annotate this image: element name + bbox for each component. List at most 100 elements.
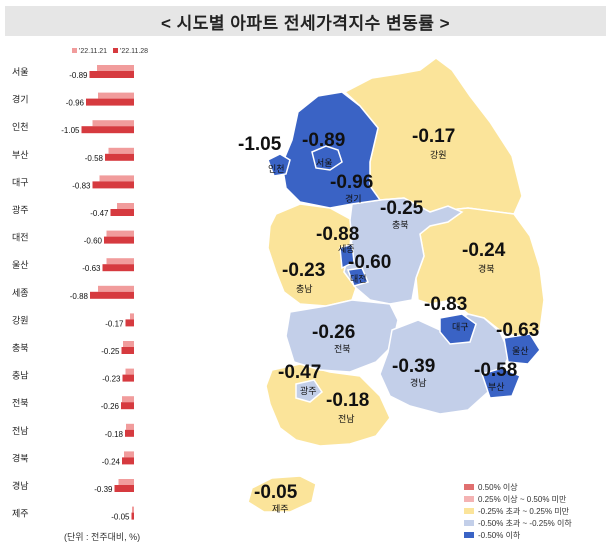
legend-swatch-prev — [72, 48, 77, 53]
legend-swatch-5 — [464, 532, 474, 538]
bar-prev — [132, 506, 134, 513]
map-value-gyeongnam: -0.39 — [392, 356, 435, 377]
map-name-gyeonggi: 경기 — [345, 193, 362, 204]
legend-label-3: -0.25% 초과 ~ 0.25% 미만 — [478, 507, 570, 516]
unit-note: (단위 : 전주대비, %) — [64, 532, 141, 542]
tick-label: 대전 — [12, 233, 29, 243]
map-name-seoul: 서울 — [316, 158, 333, 168]
region-jeonbuk — [285, 299, 399, 373]
map-regions — [247, 57, 545, 513]
tick-label: 광주 — [12, 204, 29, 215]
map-legend: 0.50% 이상 0.25% 이상 ~ 0.50% 미만 -0.25% 초과 ~… — [464, 482, 604, 544]
data-label: -0.39 — [94, 485, 113, 494]
region-seoul — [311, 145, 343, 171]
region-jeju — [247, 475, 317, 513]
map-value-incheon: -1.05 — [238, 134, 282, 155]
region-daegu — [439, 313, 477, 345]
map-labels: -1.05 인천 -0.89 서울 -0.96 경기 -0.17 강원 -0.2… — [238, 126, 539, 514]
map-value-gyeongbuk: -0.24 — [462, 240, 506, 261]
legend-label-curr: '22.11.28 — [120, 48, 148, 55]
legend-swatch-2 — [464, 496, 474, 502]
bar-prev — [98, 92, 134, 99]
bar-curr — [105, 153, 134, 161]
map-value-daejeon: -0.60 — [348, 252, 391, 273]
region-gwangju — [295, 379, 323, 403]
legend-label-1: 0.50% 이상 — [478, 483, 518, 492]
map-name-chungbuk: 충북 — [392, 220, 409, 230]
data-label: -0.18 — [105, 430, 124, 439]
tick-label: 전남 — [12, 426, 29, 436]
bar-chart: '22.11.21 '22.11.28 서울 -0.89 경기 -0.96 인천 -1.05 부… — [12, 48, 148, 522]
tick-label: 경기 — [12, 94, 29, 105]
map-value-ulsan: -0.63 — [496, 320, 539, 341]
bar-curr — [121, 402, 134, 410]
map-value-gyeonggi: -0.96 — [330, 172, 373, 193]
map-name-sejong: 세종 — [338, 244, 355, 254]
map-name-gyeongbuk: 경북 — [478, 263, 495, 274]
map-name-jeju: 제주 — [272, 504, 289, 514]
tick-label: 충남 — [12, 371, 29, 381]
tick-label: 충북 — [12, 343, 29, 353]
map-name-ulsan: 울산 — [512, 346, 529, 356]
bar-prev — [97, 65, 134, 71]
bar-curr — [110, 209, 134, 216]
bar-prev — [92, 120, 134, 127]
legend-swatch-curr — [113, 48, 118, 53]
map-name-jeonbuk: 전북 — [334, 344, 351, 354]
bar-curr — [125, 429, 134, 437]
map-name-gangwon: 강원 — [430, 150, 447, 160]
map-value-jeju: -0.05 — [254, 482, 298, 503]
data-label: -0.17 — [105, 319, 124, 328]
legend-swatch-1 — [464, 484, 474, 490]
bar-curr — [104, 236, 134, 244]
tick-label: 전북 — [12, 398, 29, 408]
data-label: -0.83 — [72, 181, 91, 190]
title-bar: < 시도별 아파트 전세가격지수 변동률 > — [5, 6, 606, 36]
data-label: -0.24 — [102, 457, 121, 466]
region-chungbuk — [343, 197, 464, 305]
bar-prev — [117, 203, 134, 209]
bar-curr — [86, 98, 134, 106]
data-label: -0.88 — [70, 292, 89, 301]
map-value-jeonnam: -0.18 — [326, 390, 369, 411]
legend-label-4: -0.50% 초과 ~ -0.25% 이하 — [478, 519, 572, 528]
region-sejong — [339, 242, 355, 270]
data-label: -0.63 — [82, 264, 101, 273]
tick-label: 울산 — [12, 260, 29, 270]
map-value-daegu: -0.83 — [424, 294, 467, 315]
map-name-busan: 부산 — [488, 382, 505, 392]
tick-label: 세종 — [12, 288, 29, 298]
data-label: -0.23 — [102, 375, 121, 384]
tick-label: 대구 — [12, 177, 29, 187]
data-label: -0.05 — [111, 513, 130, 522]
map-name-chungnam: 충남 — [296, 284, 313, 294]
map-name-gwangju: 광주 — [300, 385, 317, 396]
bar-curr — [122, 374, 134, 382]
legend-label-prev: '22.11.21 — [79, 48, 107, 55]
tick-label: 부산 — [12, 150, 29, 160]
map-name-gyeongnam: 경남 — [410, 377, 427, 388]
map-name-daegu: 대구 — [452, 322, 469, 332]
bar-prev — [122, 396, 134, 403]
tick-label: 서울 — [12, 67, 29, 77]
map-name-daejeon: 대전 — [350, 274, 367, 284]
bar-curr — [92, 181, 134, 189]
bar-prev — [130, 313, 134, 320]
map-name-jeonnam: 전남 — [338, 414, 355, 424]
map-value-gwangju: -0.47 — [278, 362, 321, 383]
bar-prev — [123, 341, 134, 347]
legend-swatch-3 — [464, 508, 474, 514]
map-value-busan: -0.58 — [474, 360, 517, 381]
map-name-incheon: 인천 — [268, 164, 285, 174]
bar-curr — [89, 71, 134, 78]
bar-prev — [126, 423, 134, 430]
bar-curr — [121, 347, 134, 354]
map-value-chungnam: -0.23 — [282, 260, 325, 281]
data-label: -0.89 — [69, 71, 88, 80]
tick-label: 인천 — [12, 122, 29, 132]
region-ulsan — [503, 333, 541, 365]
map-value-sejong: -0.88 — [316, 224, 359, 245]
data-label: -0.60 — [84, 237, 103, 246]
bar-prev — [124, 451, 134, 458]
bar-curr — [125, 319, 134, 327]
